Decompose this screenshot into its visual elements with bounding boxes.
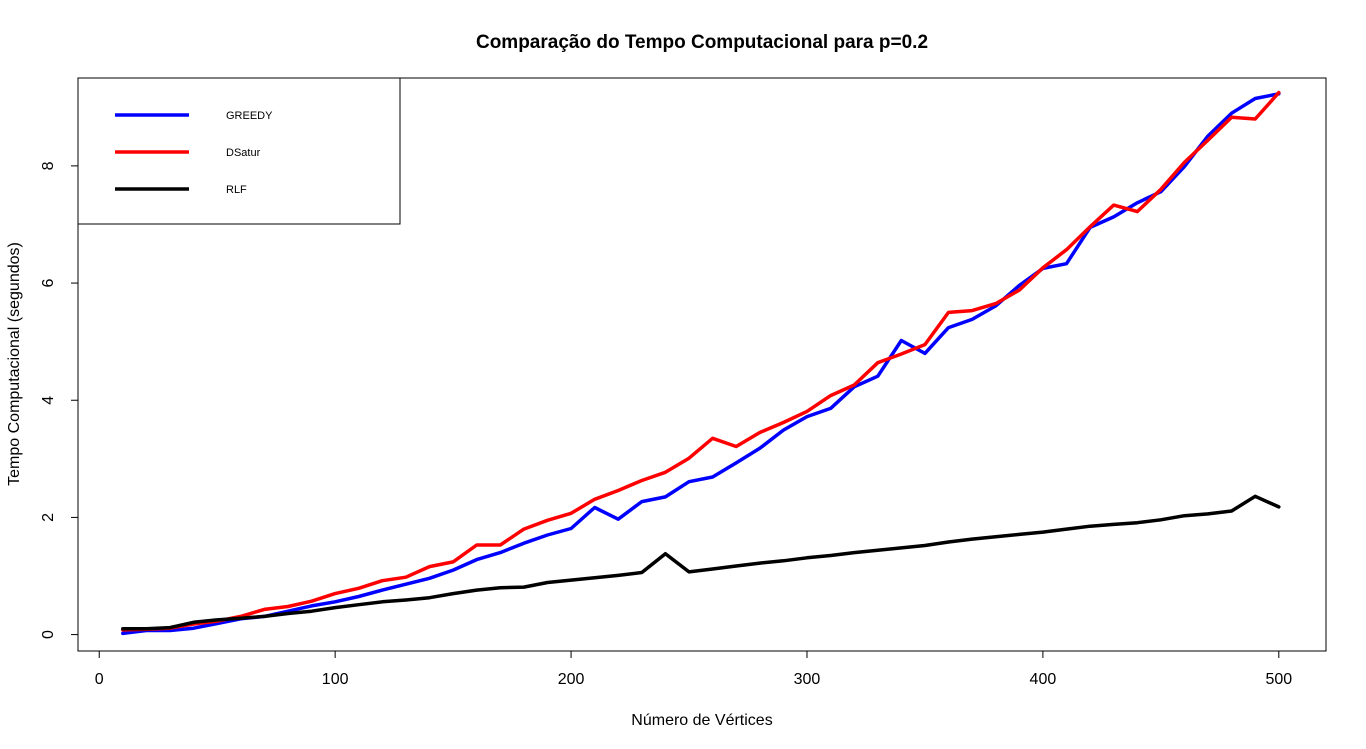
y-axis-label: Tempo Computacional (segundos) [6,242,23,486]
series-line-rlf [121,494,1281,631]
x-tick-label: 0 [95,671,104,688]
y-tick-label: 0 [40,630,57,639]
series-line-greedy [121,92,1281,636]
legend-label-greedy: GREEDY [226,110,273,122]
legend-label-dsatur: DSatur [226,147,261,159]
y-tick-label: 4 [40,396,57,405]
x-tick-label: 400 [1030,671,1057,688]
x-axis: 0 100 200 300 400 500 [95,650,1292,688]
y-tick-label: 2 [40,513,57,522]
chart-title: Comparação do Tempo Computacional para p… [476,32,928,53]
x-tick-label: 500 [1265,671,1292,688]
series-line-dsatur [121,90,1281,632]
x-tick-label: 200 [558,671,585,688]
y-tick-label: 8 [40,161,57,170]
x-tick-label: 300 [794,671,821,688]
y-axis: 0 2 4 6 8 [40,161,79,639]
x-tick-label: 100 [322,671,349,688]
y-tick-label: 6 [40,279,57,288]
series-layer [121,90,1281,636]
legend-label-rlf: RLF [226,184,247,196]
x-axis-label: Número de Vértices [631,712,772,729]
legend: GREEDY DSatur RLF [77,77,401,225]
